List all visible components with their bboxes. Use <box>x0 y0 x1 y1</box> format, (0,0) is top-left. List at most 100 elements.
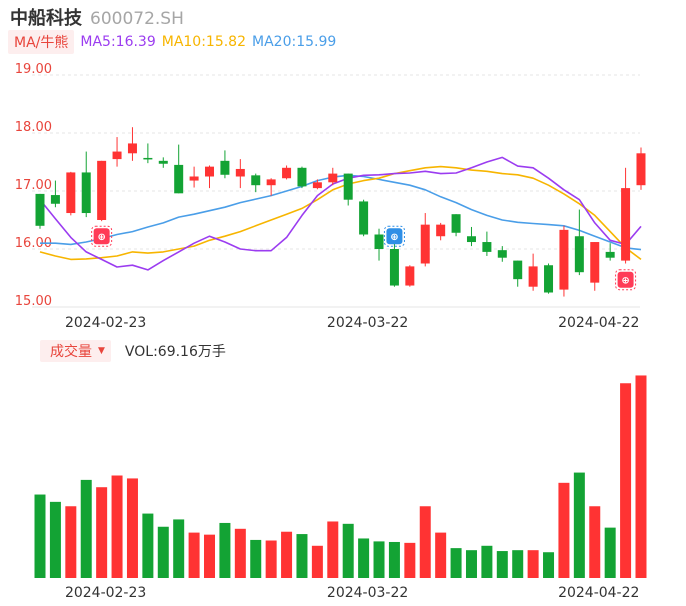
candle <box>174 144 184 194</box>
volume-bar <box>188 532 200 578</box>
bull-marker-icon-ring <box>91 225 113 247</box>
candle-body <box>497 250 507 258</box>
candle-body <box>50 195 60 204</box>
bear-marker-icon: ⊕ <box>383 225 405 247</box>
volume-bar <box>620 383 632 578</box>
x-tick-label: 2024-04-22 <box>558 585 639 601</box>
volume-bar <box>80 479 92 578</box>
x-tick-label: 2024-03-22 <box>327 585 408 601</box>
candle <box>205 165 215 189</box>
candle <box>605 243 615 261</box>
volume-bar <box>558 482 570 578</box>
candle <box>420 213 430 267</box>
candle-body <box>266 179 276 186</box>
volume-bar <box>404 542 416 578</box>
candle <box>282 165 292 180</box>
candle-body <box>235 168 245 177</box>
candle <box>127 127 137 161</box>
candle-body <box>405 266 415 286</box>
candle <box>235 159 245 189</box>
y-tick-label: 17.00 <box>15 178 52 193</box>
candle <box>297 166 307 189</box>
price-x-axis: 2024-02-23 2024-03-22 2024-04-22 <box>65 315 639 331</box>
volume-bar <box>173 519 185 578</box>
candle <box>590 242 600 291</box>
candle <box>343 173 353 206</box>
caret-down-icon: ▼ <box>98 346 105 356</box>
volume-bar <box>358 538 370 578</box>
candle-body <box>158 160 168 164</box>
volume-bar <box>496 551 508 578</box>
volume-bar <box>589 506 601 578</box>
volume-bar <box>465 550 477 578</box>
y-tick-label: 15.00 <box>15 294 52 309</box>
candle-body <box>220 160 230 175</box>
price-y-axis: 19.00 18.00 17.00 16.00 15.00 <box>15 62 52 309</box>
candle <box>97 160 107 222</box>
bull-marker-icon: ⊕ <box>91 225 113 247</box>
candle-body <box>451 214 461 233</box>
candle <box>544 263 554 294</box>
candle-body <box>605 251 615 258</box>
candle-body <box>636 153 646 186</box>
candle <box>528 253 538 291</box>
markers: ⊕ ⊕ ⊕ <box>91 225 637 291</box>
candles <box>35 127 646 297</box>
volume-bar <box>512 550 524 578</box>
candle-body <box>343 173 353 200</box>
x-tick-label: 2024-04-22 <box>558 315 639 331</box>
candle <box>436 222 446 241</box>
candle <box>405 265 415 287</box>
volume-bar <box>49 501 61 578</box>
y-tick-label: 18.00 <box>15 120 52 135</box>
candle <box>513 260 523 287</box>
candle-body <box>127 143 137 154</box>
bull-marker-icon-glyph: ⊕ <box>97 232 105 243</box>
y-tick-label: 19.00 <box>15 62 52 77</box>
bear-marker-icon-glyph: ⊕ <box>390 232 398 243</box>
candle-body <box>359 201 369 235</box>
candle-body <box>482 242 492 252</box>
price-grid <box>32 74 640 308</box>
volume-selector-button[interactable]: 成交量 ▼ <box>40 340 111 362</box>
candle <box>50 180 60 208</box>
candle-body <box>174 164 184 194</box>
candle <box>66 171 76 216</box>
candle-body <box>374 234 384 249</box>
volume-bar <box>527 550 539 578</box>
candle <box>636 147 646 190</box>
candle <box>374 228 384 261</box>
volume-bar <box>157 526 169 578</box>
ma-selector-button[interactable]: MA/牛熊 <box>8 30 75 54</box>
volume-bar <box>373 541 385 578</box>
ma5-line <box>39 156 642 271</box>
candle <box>621 167 631 264</box>
candle <box>451 214 461 237</box>
candle-body <box>466 236 476 243</box>
candle-body <box>590 242 600 283</box>
volume-bar <box>111 475 123 578</box>
volume-bar <box>342 523 354 578</box>
candle <box>35 193 45 229</box>
candle-body <box>420 224 430 264</box>
candle-body <box>513 260 523 280</box>
candle <box>559 225 569 297</box>
volume-bar <box>65 506 77 578</box>
stock-name: 中船科技 <box>10 8 82 29</box>
volume-bar <box>435 532 447 578</box>
volume-bar <box>126 478 138 578</box>
candle-body <box>574 236 584 273</box>
volume-bar <box>450 548 462 578</box>
candle-body <box>97 160 107 220</box>
volume-bar <box>635 375 647 578</box>
volume-bar <box>204 534 216 578</box>
candle <box>497 246 507 262</box>
candle-body <box>282 167 292 179</box>
candle-body <box>559 229 569 290</box>
volume-bar <box>311 545 323 578</box>
candle <box>158 157 168 168</box>
volume-bar <box>96 487 108 578</box>
candle-body <box>189 176 199 181</box>
bull-marker-icon-ring <box>615 269 637 291</box>
